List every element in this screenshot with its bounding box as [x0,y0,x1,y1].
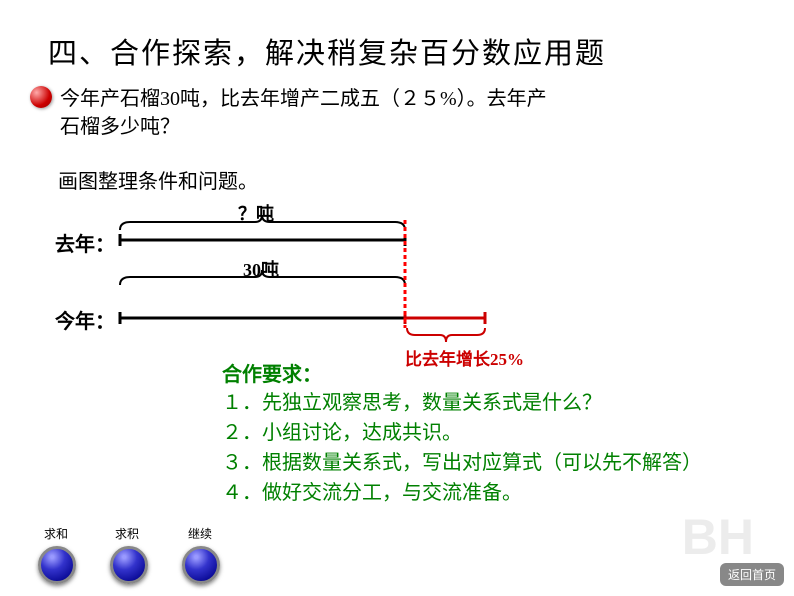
req-item-2: ２．小组讨论，达成共识。 [222,418,732,448]
requirements-title: 合作要求： [222,358,322,387]
increase-annotation: 比去年增长25% [405,345,524,370]
question-tons-label: ？吨 [238,200,274,226]
product-button-label: 求积 [115,525,139,542]
bar-diagram: 去年： 今年： ？吨 30吨 比去年增长25% [55,210,585,350]
watermark: BH [682,508,754,566]
problem-line2: 石榴多少吨？ [60,116,180,138]
problem-statement: 今年产石榴30吨，比去年增产二成五（２５%）。去年产 石榴多少吨？ [60,85,547,141]
continue-button[interactable] [182,546,220,584]
sum-button-label: 求和 [44,525,68,542]
continue-button-label: 继续 [188,525,212,542]
decorative-bullet [30,86,52,108]
section-title: 四、合作探索，解决稍复杂百分数应用题 [48,30,606,72]
diagram-svg [55,210,585,360]
sum-button[interactable] [38,546,76,584]
product-button[interactable] [110,546,148,584]
problem-line1: 今年产石榴30吨，比去年增产二成五（２５%）。去年产 [60,88,547,110]
requirements-list: １．先独立观察思考，数量关系式是什么？ ２．小组讨论，达成共识。 ３．根据数量关… [222,388,732,508]
return-home-button[interactable]: 返回首页 [720,563,784,586]
last-year-label: 去年： [55,228,115,257]
thirty-tons-label: 30吨 [243,256,279,282]
diagram-instruction: 画图整理条件和问题。 [58,165,258,194]
req-item-4: ４．做好交流分工，与交流准备。 [222,478,732,508]
req-item-3: ３．根据数量关系式，写出对应算式（可以先不解答） [222,448,732,478]
this-year-label: 今年： [55,305,115,334]
req-item-1: １．先独立观察思考，数量关系式是什么？ [222,388,732,418]
